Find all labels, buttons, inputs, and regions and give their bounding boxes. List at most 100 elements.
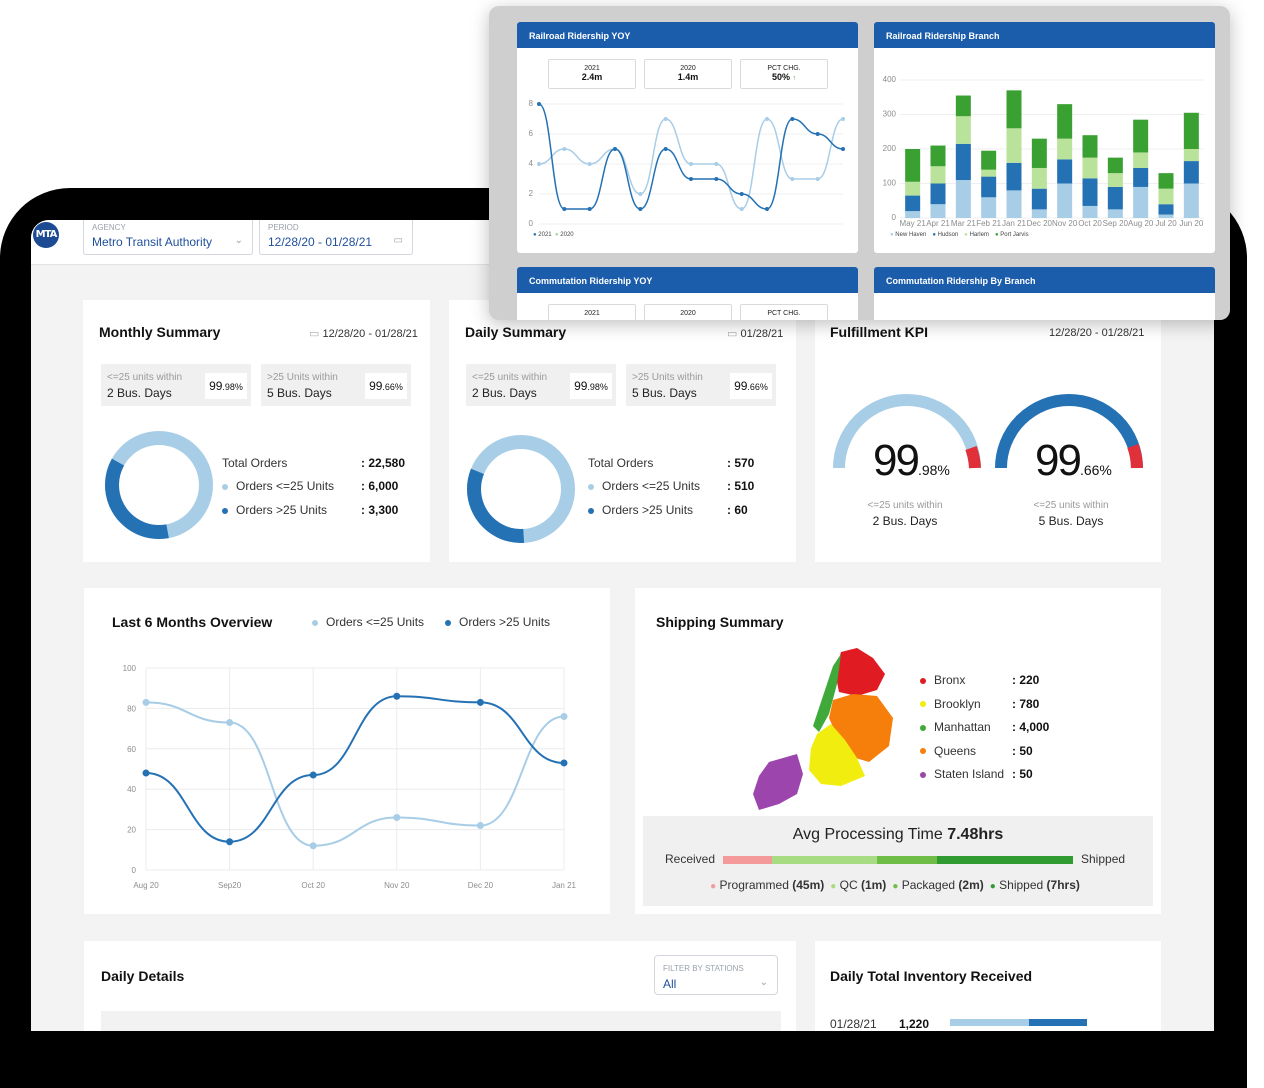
yoy-box: 2020 1.4m xyxy=(644,59,732,89)
bar-segment xyxy=(930,204,946,218)
yoy-box: 2020 xyxy=(644,304,732,320)
bar-segment xyxy=(1133,152,1149,168)
x-tick-label: Feb 21 xyxy=(976,219,1001,228)
legend-value: : 3,300 xyxy=(361,503,399,517)
data-point xyxy=(309,771,317,779)
progress-segment xyxy=(877,856,937,864)
borough-value: : 50 xyxy=(1012,743,1033,758)
total-orders-value: : 22,580 xyxy=(361,456,406,470)
gauge-chart xyxy=(833,394,981,469)
y-tick-label: 4 xyxy=(529,159,534,168)
legend-dot xyxy=(222,483,228,490)
received-label: Received xyxy=(665,852,716,866)
total-orders-label: Total Orders xyxy=(222,456,288,470)
borough-value: : 220 xyxy=(1012,673,1040,687)
data-point xyxy=(537,162,541,166)
bar-segment xyxy=(1082,178,1098,206)
legend-value: : 6,000 xyxy=(361,479,399,493)
gauge-value: 99.66% xyxy=(1035,436,1112,485)
x-tick-label: Dec 20 xyxy=(1027,219,1053,228)
bar-segment xyxy=(1031,209,1047,218)
y-tick-label: 0 xyxy=(892,213,897,222)
overview-card: Last 6 Months Overview Orders <=25 Units… xyxy=(84,588,610,914)
progress-segment xyxy=(772,856,877,864)
x-tick-label: May 21 xyxy=(900,219,927,228)
stage-legend-item: ● Programmed (45m) xyxy=(710,878,825,892)
station-filter-select[interactable]: FILTER BY STATIONS All ⌄ xyxy=(654,955,778,995)
bar-segment xyxy=(1006,162,1022,191)
panel-header: Railroad Ridership Branch xyxy=(874,22,1215,48)
period-value: 12/28/20 - 01/28/21 xyxy=(268,235,373,249)
chevron-down-icon: ⌄ xyxy=(759,977,768,988)
x-tick-label: Nov 20 xyxy=(384,881,410,890)
bar-segment xyxy=(1158,214,1174,218)
bar-segment xyxy=(1057,104,1073,139)
progress-segment xyxy=(723,856,772,864)
yoy-box: 2021 2.4m xyxy=(548,59,636,89)
borough-legend-item: Brooklyn xyxy=(920,697,981,711)
yoy-box: PCT CHG. 50% ↑ xyxy=(740,59,828,89)
agency-select[interactable]: AGENCY Metro Transit Authority ⌄ xyxy=(83,220,253,255)
gauge-caption1: <=25 units within xyxy=(1033,500,1109,511)
data-point xyxy=(689,177,693,181)
ridership-overlay-window: Railroad Ridership YOY 2021 2.4m 2020 1.4m… xyxy=(489,6,1230,320)
nyc-borough-map xyxy=(753,648,893,810)
period-select[interactable]: PERIOD 12/28/20 - 01/28/21 ▭ xyxy=(259,220,413,255)
x-tick-label: Dec 20 xyxy=(468,881,494,890)
bar-segment xyxy=(955,143,971,181)
dashboard-screen: MTA AGENCY Metro Transit Authority ⌄ PER… xyxy=(31,220,1214,1031)
x-tick-label: Aug 20 xyxy=(133,881,159,890)
y-tick-label: 400 xyxy=(883,75,897,84)
data-point xyxy=(613,147,617,151)
legend-item: Orders >25 Units xyxy=(222,503,327,517)
stage-legend: ● Programmed (45m) ● QC (1m) ● Packaged (2… xyxy=(643,878,1153,892)
legend-dot xyxy=(312,619,318,626)
commutation-yoy-panel: Commutation Ridership YOY 2021 2020 PCT … xyxy=(517,267,858,320)
data-point xyxy=(393,813,401,821)
kpi-value: 99.66% xyxy=(365,373,407,399)
data-point xyxy=(790,117,795,121)
legend-item: Orders <=25 Units xyxy=(588,479,700,493)
data-point xyxy=(562,207,567,211)
yoy-box: 2021 xyxy=(548,304,636,320)
data-point xyxy=(765,207,769,211)
bar-segment xyxy=(1006,90,1022,129)
legend-dot xyxy=(920,771,926,778)
kpi-line1: <=25 units within xyxy=(107,372,183,383)
bar-segment xyxy=(981,176,997,198)
data-point xyxy=(739,207,744,211)
borough-legend-item: Staten Island xyxy=(920,767,1004,781)
y-tick-label: 0 xyxy=(132,866,137,875)
legend-item: ● Harlem xyxy=(964,232,989,238)
legend-item: Orders >25 Units xyxy=(588,503,693,517)
y-tick-label: 20 xyxy=(127,826,136,835)
bar-segment xyxy=(1183,161,1199,184)
legend-dot xyxy=(588,507,594,514)
bar-segment xyxy=(1006,190,1022,218)
agency-value: Metro Transit Authority xyxy=(92,235,213,249)
yoy-legend: ● 2021 ● 2020 xyxy=(533,232,574,238)
gauge-arc xyxy=(995,394,1143,469)
bar-segment xyxy=(1107,209,1123,218)
filter-label: FILTER BY STATIONS xyxy=(663,964,744,973)
legend-dot xyxy=(222,507,228,514)
data-point xyxy=(560,712,568,720)
bar-segment xyxy=(1183,149,1199,162)
bar-segment xyxy=(1082,157,1098,179)
legend-dot: ● xyxy=(555,232,559,238)
borough-value: : 50 xyxy=(1012,767,1033,781)
data-point xyxy=(714,162,719,166)
x-tick-label: Jun 20 xyxy=(1179,219,1204,228)
kpi-line1: >25 Units within xyxy=(267,372,338,383)
staten-island-region xyxy=(753,754,803,810)
x-tick-label: Mar 21 xyxy=(951,219,976,228)
data-point xyxy=(587,207,592,211)
legend-dot xyxy=(920,748,926,755)
inventory-date: 01/28/21 xyxy=(830,1017,877,1031)
kpi-box: >25 Units within 5 Bus. Days 99.66% xyxy=(626,364,776,406)
total-orders-value: : 570 xyxy=(727,456,755,470)
inventory-bar-dark xyxy=(1029,1019,1087,1026)
donut-dark-segment xyxy=(467,435,575,543)
data-point xyxy=(476,822,484,830)
y-tick-label: 0 xyxy=(529,219,534,226)
